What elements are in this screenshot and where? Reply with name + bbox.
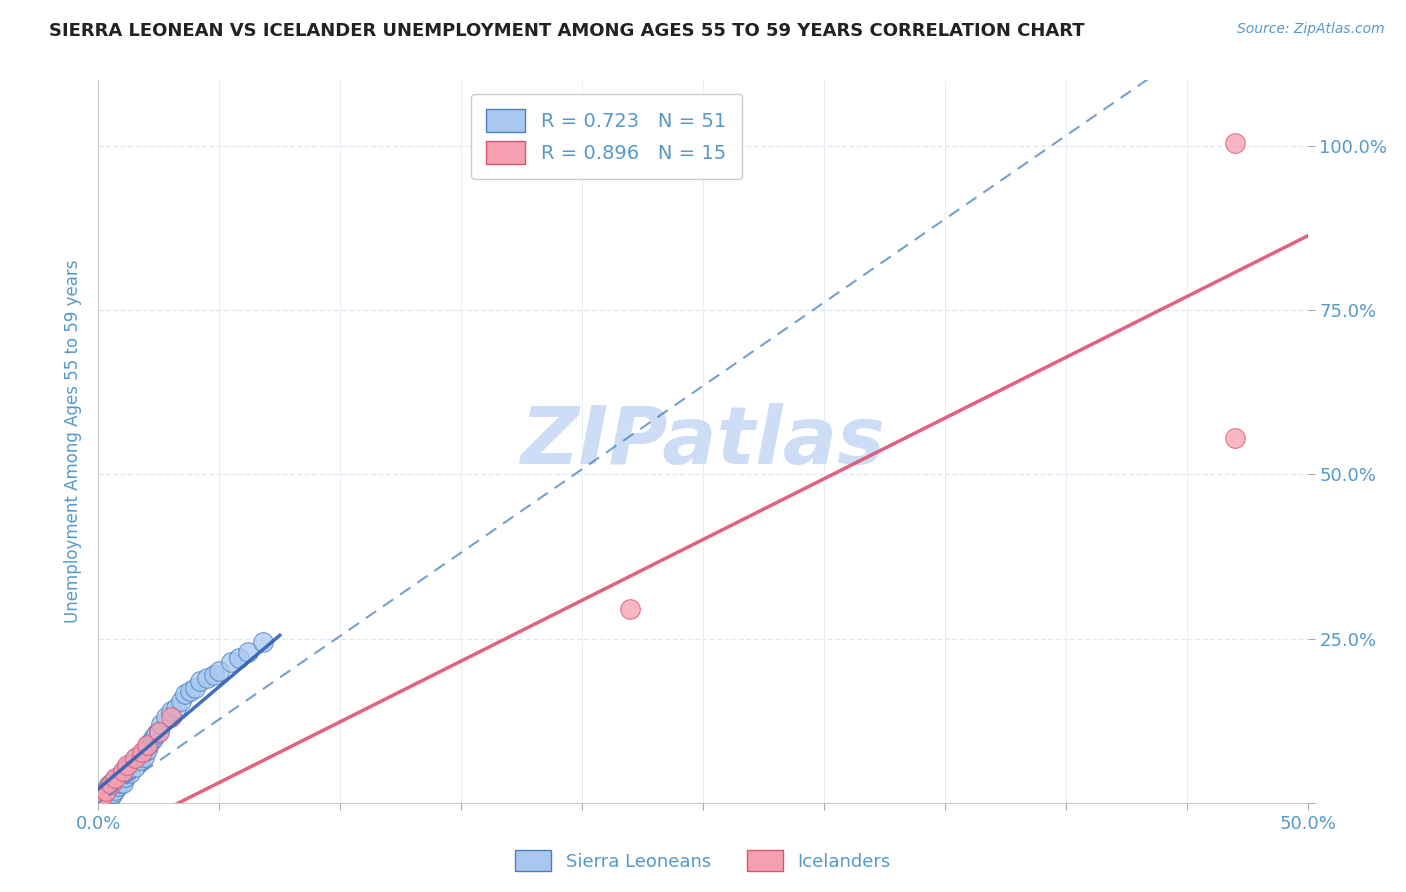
Point (184, 681, 207, 695)
Point (160, 704, 183, 718)
Point (107, 780, 129, 794)
Point (97, 786, 120, 800)
Point (131, 747, 153, 761)
Point (101, 780, 124, 794)
Point (228, 651, 250, 665)
Point (148, 724, 170, 739)
Point (619, 602, 641, 616)
Point (90, 792, 112, 806)
Point (100, 782, 122, 797)
Point (174, 687, 197, 701)
Y-axis label: Unemployment Among Ages 55 to 59 years: Unemployment Among Ages 55 to 59 years (63, 260, 82, 624)
Point (131, 745, 153, 759)
Point (195, 671, 218, 685)
Point (252, 635, 274, 649)
Point (124, 751, 146, 765)
Point (169, 694, 191, 708)
Point (118, 766, 141, 780)
Text: SIERRA LEONEAN VS ICELANDER UNEMPLOYMENT AMONG AGES 55 TO 59 YEARS CORRELATION C: SIERRA LEONEAN VS ICELANDER UNEMPLOYMENT… (49, 22, 1085, 40)
Point (121, 756, 143, 771)
Point (101, 786, 124, 800)
Point (104, 771, 127, 785)
Point (188, 674, 211, 689)
Text: Source: ZipAtlas.com: Source: ZipAtlas.com (1237, 22, 1385, 37)
Point (155, 710, 177, 724)
Point (145, 727, 167, 741)
Point (117, 757, 139, 772)
Point (107, 770, 129, 784)
Point (87, 796, 110, 810)
Point (104, 782, 127, 797)
Point (135, 738, 157, 752)
Point (135, 743, 157, 757)
Legend: R = 0.723   N = 51, R = 0.896   N = 15: R = 0.723 N = 51, R = 0.896 N = 15 (471, 94, 742, 179)
Point (94, 782, 117, 797)
Point (117, 760, 139, 774)
Point (141, 733, 163, 747)
Point (111, 776, 134, 790)
Point (204, 667, 226, 681)
Point (97, 780, 120, 794)
Point (94, 789, 117, 804)
Point (134, 749, 156, 764)
Point (150, 717, 173, 731)
Point (160, 710, 183, 724)
Point (138, 737, 160, 751)
Point (128, 753, 150, 767)
Point (1223, 136, 1246, 150)
Point (221, 655, 243, 669)
Point (108, 776, 131, 790)
Point (127, 749, 149, 764)
Point (208, 665, 231, 679)
Point (91, 786, 114, 800)
Point (143, 730, 166, 744)
Point (90, 790, 112, 805)
Point (87, 796, 110, 810)
Point (94, 784, 117, 798)
Point (100, 776, 122, 790)
Point (165, 700, 187, 714)
Text: ZIPatlas: ZIPatlas (520, 402, 886, 481)
Point (114, 770, 136, 784)
Point (1223, 431, 1246, 445)
Point (111, 766, 134, 780)
Point (124, 760, 146, 774)
Point (238, 645, 260, 659)
Point (104, 772, 127, 787)
Point (100, 789, 122, 804)
Legend: Sierra Leoneans, Icelanders: Sierra Leoneans, Icelanders (508, 843, 898, 879)
Point (148, 723, 170, 738)
Point (111, 764, 134, 779)
Point (91, 789, 114, 804)
Point (179, 684, 201, 698)
Point (100, 777, 122, 791)
